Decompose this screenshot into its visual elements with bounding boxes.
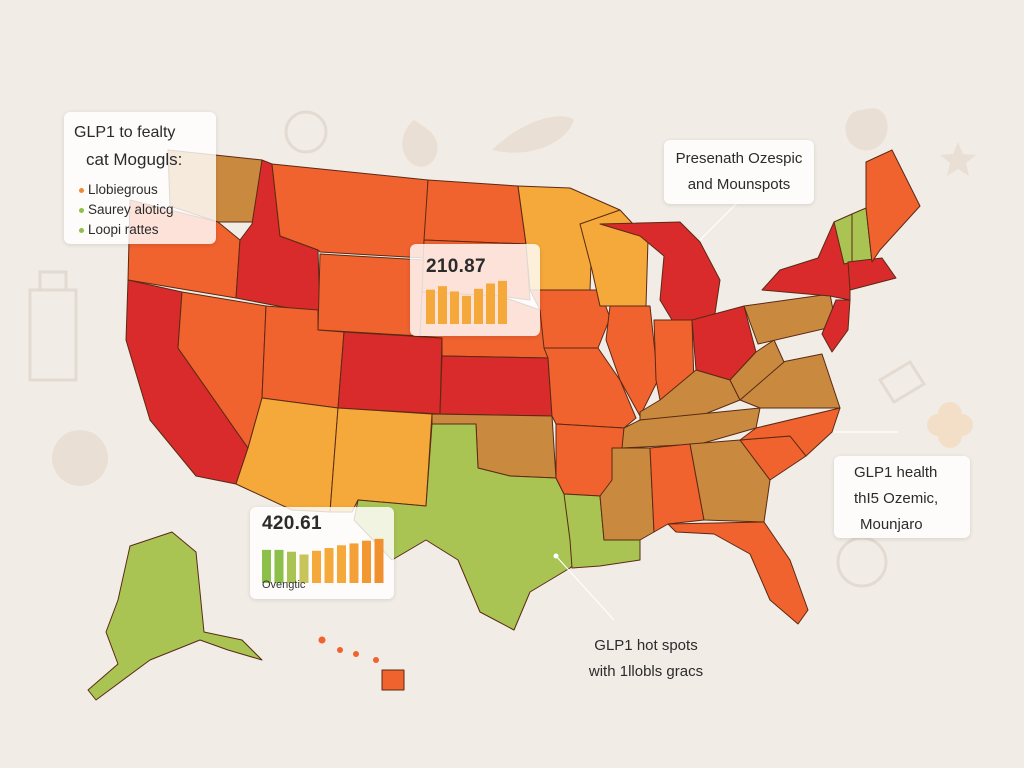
mini-chart-bar [299, 554, 309, 583]
mini-chart-card-2: 420.61 Ovengtic [250, 507, 394, 599]
state-al [649, 443, 705, 533]
state-wv [729, 339, 785, 401]
pill-icon [877, 359, 927, 405]
state-me [865, 149, 921, 263]
star-icon [940, 142, 976, 176]
leader-line-top-right [699, 199, 741, 241]
legend-item-label: Saurey aloticg [88, 202, 174, 217]
legend-item-label: Llobiegrous [88, 182, 158, 197]
state-nj [821, 299, 851, 353]
leader-line-bottom [555, 555, 615, 621]
mini-chart-bar [450, 291, 459, 324]
mini-chart-bar [274, 549, 284, 583]
mini-chart-bar [426, 289, 435, 324]
mini-chart-bar [324, 548, 334, 583]
mini-chart-bar [287, 551, 296, 583]
apple-icon [845, 108, 888, 151]
legend-item: Saurey aloticg [79, 202, 174, 217]
marker-dot [553, 553, 559, 559]
state-hi [381, 669, 405, 691]
pear-icon [402, 120, 438, 167]
legend-dot-icon [79, 228, 84, 233]
note-top-right: Presenath Ozespic and Mounspots [664, 140, 814, 204]
mini-chart-bar [349, 543, 359, 583]
mini-chart-label: Ovengtic [262, 579, 306, 591]
globe-icon [836, 536, 888, 588]
note-bottom-line1: GLP1 hot spots [594, 637, 698, 654]
mini-chart-bar [337, 545, 346, 583]
mini-chart-bar [262, 549, 271, 583]
hawaii-island-2 [337, 647, 343, 653]
mini-chart-bar [362, 540, 371, 583]
state-ks [439, 355, 553, 417]
mini-chart-bars-1 [426, 280, 507, 324]
flower-icon [927, 402, 973, 448]
hawaii-island-1 [318, 636, 326, 644]
state-nm [329, 407, 433, 513]
state-ga [689, 439, 771, 523]
mini-chart-bars-2 [262, 538, 384, 583]
note-bottom: GLP1 hot spots with 1llobls gracs [578, 633, 714, 685]
carrot-icon [492, 116, 574, 153]
mini-chart-bar [312, 550, 321, 583]
note-top-right-line2: and Mounspots [687, 176, 791, 193]
state-pa [743, 293, 837, 345]
note-right-line1: GLP1 health [854, 464, 938, 481]
mini-chart-bar [462, 295, 471, 324]
legend-dot-icon [79, 208, 84, 213]
note-right-line2: thI5 Ozemic, [854, 490, 939, 507]
mini-chart-bar [498, 280, 507, 324]
legend-card: GLP1 to fealty cat Mogugls: Llobiegrous … [64, 112, 216, 244]
mini-chart-card-1: 210.87 [410, 244, 540, 336]
hawaii-island-4 [373, 657, 379, 663]
legend-title-line2: cat Mogugls: [86, 150, 183, 169]
legend-item-label: Loopi rattes [88, 222, 159, 237]
state-wy [317, 253, 425, 337]
legend-item: Loopi rattes [79, 222, 159, 237]
state-ak [87, 531, 263, 701]
mini-chart-value: 210.87 [426, 256, 486, 277]
mini-chart-bar [474, 288, 483, 324]
note-top-right-line1: Presenath Ozespic [675, 150, 803, 167]
legend-title-line1: GLP1 to fealty [74, 124, 176, 141]
legend-item: Llobiegrous [79, 182, 158, 197]
mini-chart-value: 420.61 [262, 513, 322, 534]
mini-chart-bar [438, 286, 447, 324]
ball-icon [52, 430, 108, 486]
state-nd [423, 179, 527, 245]
state-ma [847, 257, 897, 291]
note-right-line3: Mounjaro [860, 516, 923, 533]
mini-chart-bar [374, 538, 384, 583]
orange-slice-icon [284, 110, 328, 154]
note-bottom-line2: with 1llobls gracs [588, 663, 704, 680]
bottle-icon [28, 270, 78, 382]
state-co [337, 331, 443, 415]
mini-chart-bar [486, 283, 495, 324]
hawaii-island-3 [353, 651, 359, 657]
note-right: GLP1 health thI5 Ozemic, Mounjaro [834, 456, 970, 538]
state-fl [667, 521, 809, 625]
legend-dot-icon [79, 188, 84, 193]
